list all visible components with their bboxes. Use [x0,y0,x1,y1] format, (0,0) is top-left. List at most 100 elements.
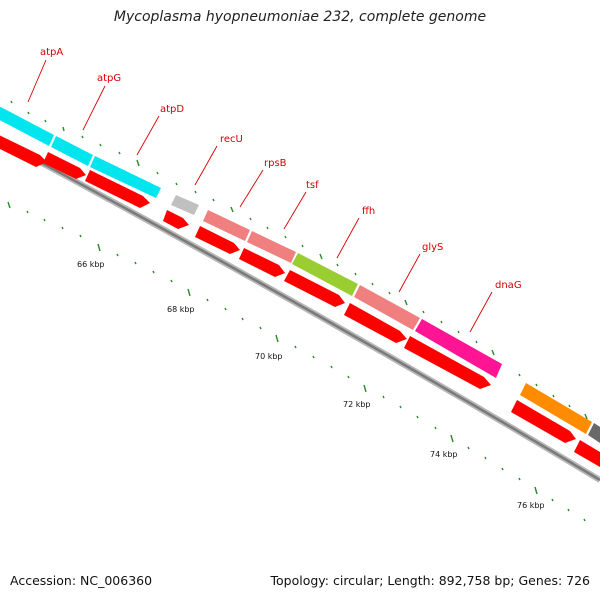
kbp-label-74: 74 kbp [430,450,458,459]
gene-label-recU: recU [220,134,243,145]
tick [118,151,121,155]
tick [567,508,570,512]
feature-box-tsf [247,231,296,263]
gene-label-atpG: atpG [97,73,121,84]
label-line-dnaG [469,291,493,333]
tick [347,375,350,379]
feature-box-recU [171,195,199,215]
inner-ticks [7,201,586,522]
tick [241,317,244,321]
tick [99,143,102,147]
tick [81,135,84,139]
kbp-label-68: 68 kbp [167,305,195,314]
label-line-recU [194,145,218,186]
tick [266,226,269,230]
cds-arrow [511,400,576,443]
cds-arrow [0,135,47,167]
tick [399,405,402,409]
tick [301,244,304,248]
feature-box-atpD [90,156,161,198]
label-line-atpG [82,85,106,131]
tick [212,198,215,202]
label-line-tsf [283,191,307,230]
cds-arrow [43,152,86,179]
tick [224,307,227,311]
tick [534,486,538,495]
tick [319,253,323,260]
tick [440,320,443,324]
cds-arrow [344,303,407,343]
gene-label-dnaG: dnaG [495,280,522,291]
tick [230,206,234,213]
tick [484,456,487,460]
cds-arrow [284,270,345,307]
gene-label-glyS: glyS [422,242,443,253]
tick [152,270,155,274]
cds-track [0,135,600,467]
label-line-atpA [27,59,47,103]
cds-arrow [85,170,150,208]
tick [136,159,140,167]
feature-box-atpG [51,136,93,166]
tick [382,395,385,399]
tick [284,235,287,239]
tick [568,404,571,408]
tick [27,111,30,115]
tick [97,243,101,252]
feature-box-dark [588,423,600,443]
tick [422,310,425,314]
tick [259,326,262,330]
tick [43,218,46,222]
feature-track-outer [0,106,600,443]
kbp-label-72: 72 kbp [343,400,371,409]
gene-label-ffh: ffh [362,206,375,217]
cds-arrow [404,336,491,389]
label-line-ffh [336,217,360,259]
tick [491,349,495,356]
backbone [0,137,600,483]
tick [7,201,11,209]
feature-box-glyS [354,285,420,330]
tick [551,498,554,502]
tick [336,263,339,267]
tick [518,477,521,481]
label-line-atpD [136,115,160,156]
tick [552,394,555,398]
tick [388,291,391,295]
cds-arrow [239,248,285,277]
label-lines [27,59,493,333]
cds-arrow [574,440,600,467]
gene-label-rpsB: rpsB [264,158,287,169]
tick [62,126,65,132]
outer-ticks [10,100,588,420]
tick [467,446,470,450]
kbp-label-76: 76 kbp [517,501,545,510]
backbone-line-dark [0,139,600,482]
feature-box-rpsB [203,210,250,241]
tick [294,345,297,349]
tick [61,226,64,230]
label-line-glyS [398,253,421,293]
feature-box-dnaG [415,319,502,378]
tick [583,518,586,522]
cds-arrow [163,210,189,229]
tick [170,279,173,283]
gene-label-atpD: atpD [160,104,184,115]
tick [457,330,460,334]
tick [584,413,588,420]
feature-box-orange [520,383,592,434]
tick [450,434,454,443]
tick [371,282,374,286]
gene-label-tsf: tsf [306,180,319,191]
gene-labels: atpA atpG atpD recU rpsB tsf ffh glyS dn… [40,47,522,291]
tick [249,217,252,221]
tick [156,171,159,175]
tick [475,340,478,344]
tick [535,383,538,387]
tick [10,100,13,104]
feature-box-atpA [0,106,54,146]
tick [194,190,197,194]
gene-label-atpA: atpA [40,47,63,58]
tick [312,355,315,359]
